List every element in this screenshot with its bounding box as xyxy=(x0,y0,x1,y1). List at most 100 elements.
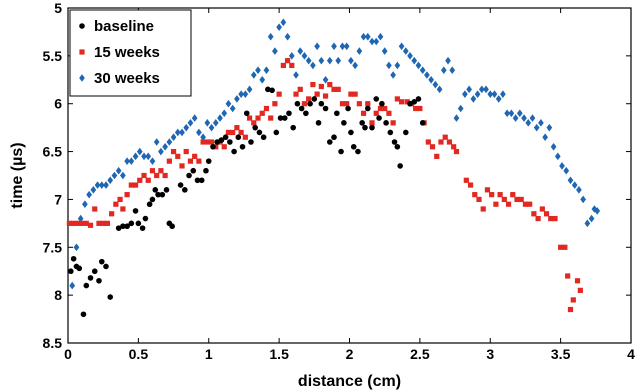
data-point xyxy=(196,158,202,164)
data-point xyxy=(124,223,130,230)
data-point xyxy=(335,86,341,92)
data-point xyxy=(341,120,347,126)
data-point xyxy=(259,110,265,116)
x-tick-label: 0.5 xyxy=(129,346,149,362)
data-point xyxy=(563,166,570,175)
data-point xyxy=(70,255,77,262)
data-point xyxy=(280,62,286,69)
y-tick-label: 8.5 xyxy=(43,335,63,351)
data-point xyxy=(529,114,536,122)
data-point xyxy=(417,105,423,112)
data-point xyxy=(103,181,109,189)
data-point xyxy=(442,134,448,140)
data-point xyxy=(217,114,223,122)
data-point xyxy=(281,115,288,121)
data-point xyxy=(166,138,173,146)
data-point xyxy=(98,258,105,265)
data-point xyxy=(251,120,257,126)
data-point xyxy=(234,125,240,131)
data-point xyxy=(386,61,392,70)
data-point xyxy=(546,123,553,132)
data-point xyxy=(565,273,571,279)
data-point xyxy=(111,171,118,180)
data-point xyxy=(267,32,274,41)
data-point xyxy=(522,201,529,207)
data-point xyxy=(71,220,77,226)
legend-label: 15 weeks xyxy=(94,44,160,61)
data-point xyxy=(227,139,233,145)
data-point xyxy=(205,158,212,164)
data-point xyxy=(293,91,299,97)
data-point xyxy=(198,177,205,184)
data-point xyxy=(117,196,123,203)
data-point xyxy=(284,58,291,64)
y-tick-label: 6 xyxy=(54,96,62,112)
data-point xyxy=(177,182,184,188)
data-point xyxy=(574,278,581,284)
data-point xyxy=(141,172,147,179)
data-point xyxy=(543,211,550,217)
data-point xyxy=(120,206,126,212)
data-point xyxy=(521,114,527,122)
data-point xyxy=(210,143,216,150)
data-point xyxy=(276,91,282,97)
series-30-weeks xyxy=(69,18,601,290)
data-point xyxy=(570,297,576,303)
data-point xyxy=(200,139,206,145)
axis-ticks: 0 0.5 1 1.5 2 2.5 3 3.5 4 5 5.5 6 6.5 7 7.5 8 8.5 xyxy=(43,0,636,362)
data-point xyxy=(331,86,337,92)
data-point xyxy=(339,42,346,51)
data-point xyxy=(413,105,419,112)
data-point xyxy=(265,86,271,93)
data-point xyxy=(390,71,396,79)
data-point xyxy=(175,153,181,159)
data-point xyxy=(562,244,568,250)
data-point xyxy=(242,90,249,98)
x-tick-label: 3 xyxy=(486,346,494,362)
data-point xyxy=(229,104,236,113)
x-tick-label: 2 xyxy=(346,346,354,362)
data-point xyxy=(98,181,105,189)
data-point xyxy=(128,220,135,227)
data-point xyxy=(153,138,160,146)
data-point xyxy=(510,192,516,198)
data-point xyxy=(466,85,472,94)
data-point xyxy=(301,101,308,107)
data-point xyxy=(277,115,284,121)
data-point xyxy=(142,215,149,222)
data-point xyxy=(225,99,232,108)
data-point xyxy=(478,85,485,94)
data-point xyxy=(311,96,318,102)
data-point xyxy=(69,281,76,290)
data-point xyxy=(158,168,164,174)
data-point xyxy=(594,207,601,215)
x-tick-label: 3.5 xyxy=(551,346,571,362)
data-point xyxy=(527,201,533,207)
data-point xyxy=(113,201,119,207)
data-point xyxy=(495,95,502,103)
data-point xyxy=(149,157,156,165)
data-point xyxy=(376,115,382,121)
x-tick-label: 1.5 xyxy=(269,346,289,362)
data-point xyxy=(373,37,380,46)
data-point xyxy=(192,153,198,159)
data-point xyxy=(491,90,498,98)
data-point xyxy=(352,61,358,70)
data-point xyxy=(268,115,274,121)
data-point xyxy=(187,119,194,127)
data-point xyxy=(419,120,426,126)
data-point xyxy=(276,23,282,31)
y-tick-label: 8 xyxy=(54,287,62,303)
data-point xyxy=(472,192,478,198)
data-point xyxy=(476,196,482,203)
data-point xyxy=(269,87,275,94)
data-point xyxy=(146,201,153,208)
data-point xyxy=(77,214,84,223)
data-point xyxy=(250,71,257,79)
data-point xyxy=(434,153,440,159)
data-point xyxy=(289,62,295,69)
data-point xyxy=(96,277,102,284)
data-point xyxy=(403,129,409,136)
data-point xyxy=(334,110,340,117)
data-point xyxy=(256,129,263,136)
